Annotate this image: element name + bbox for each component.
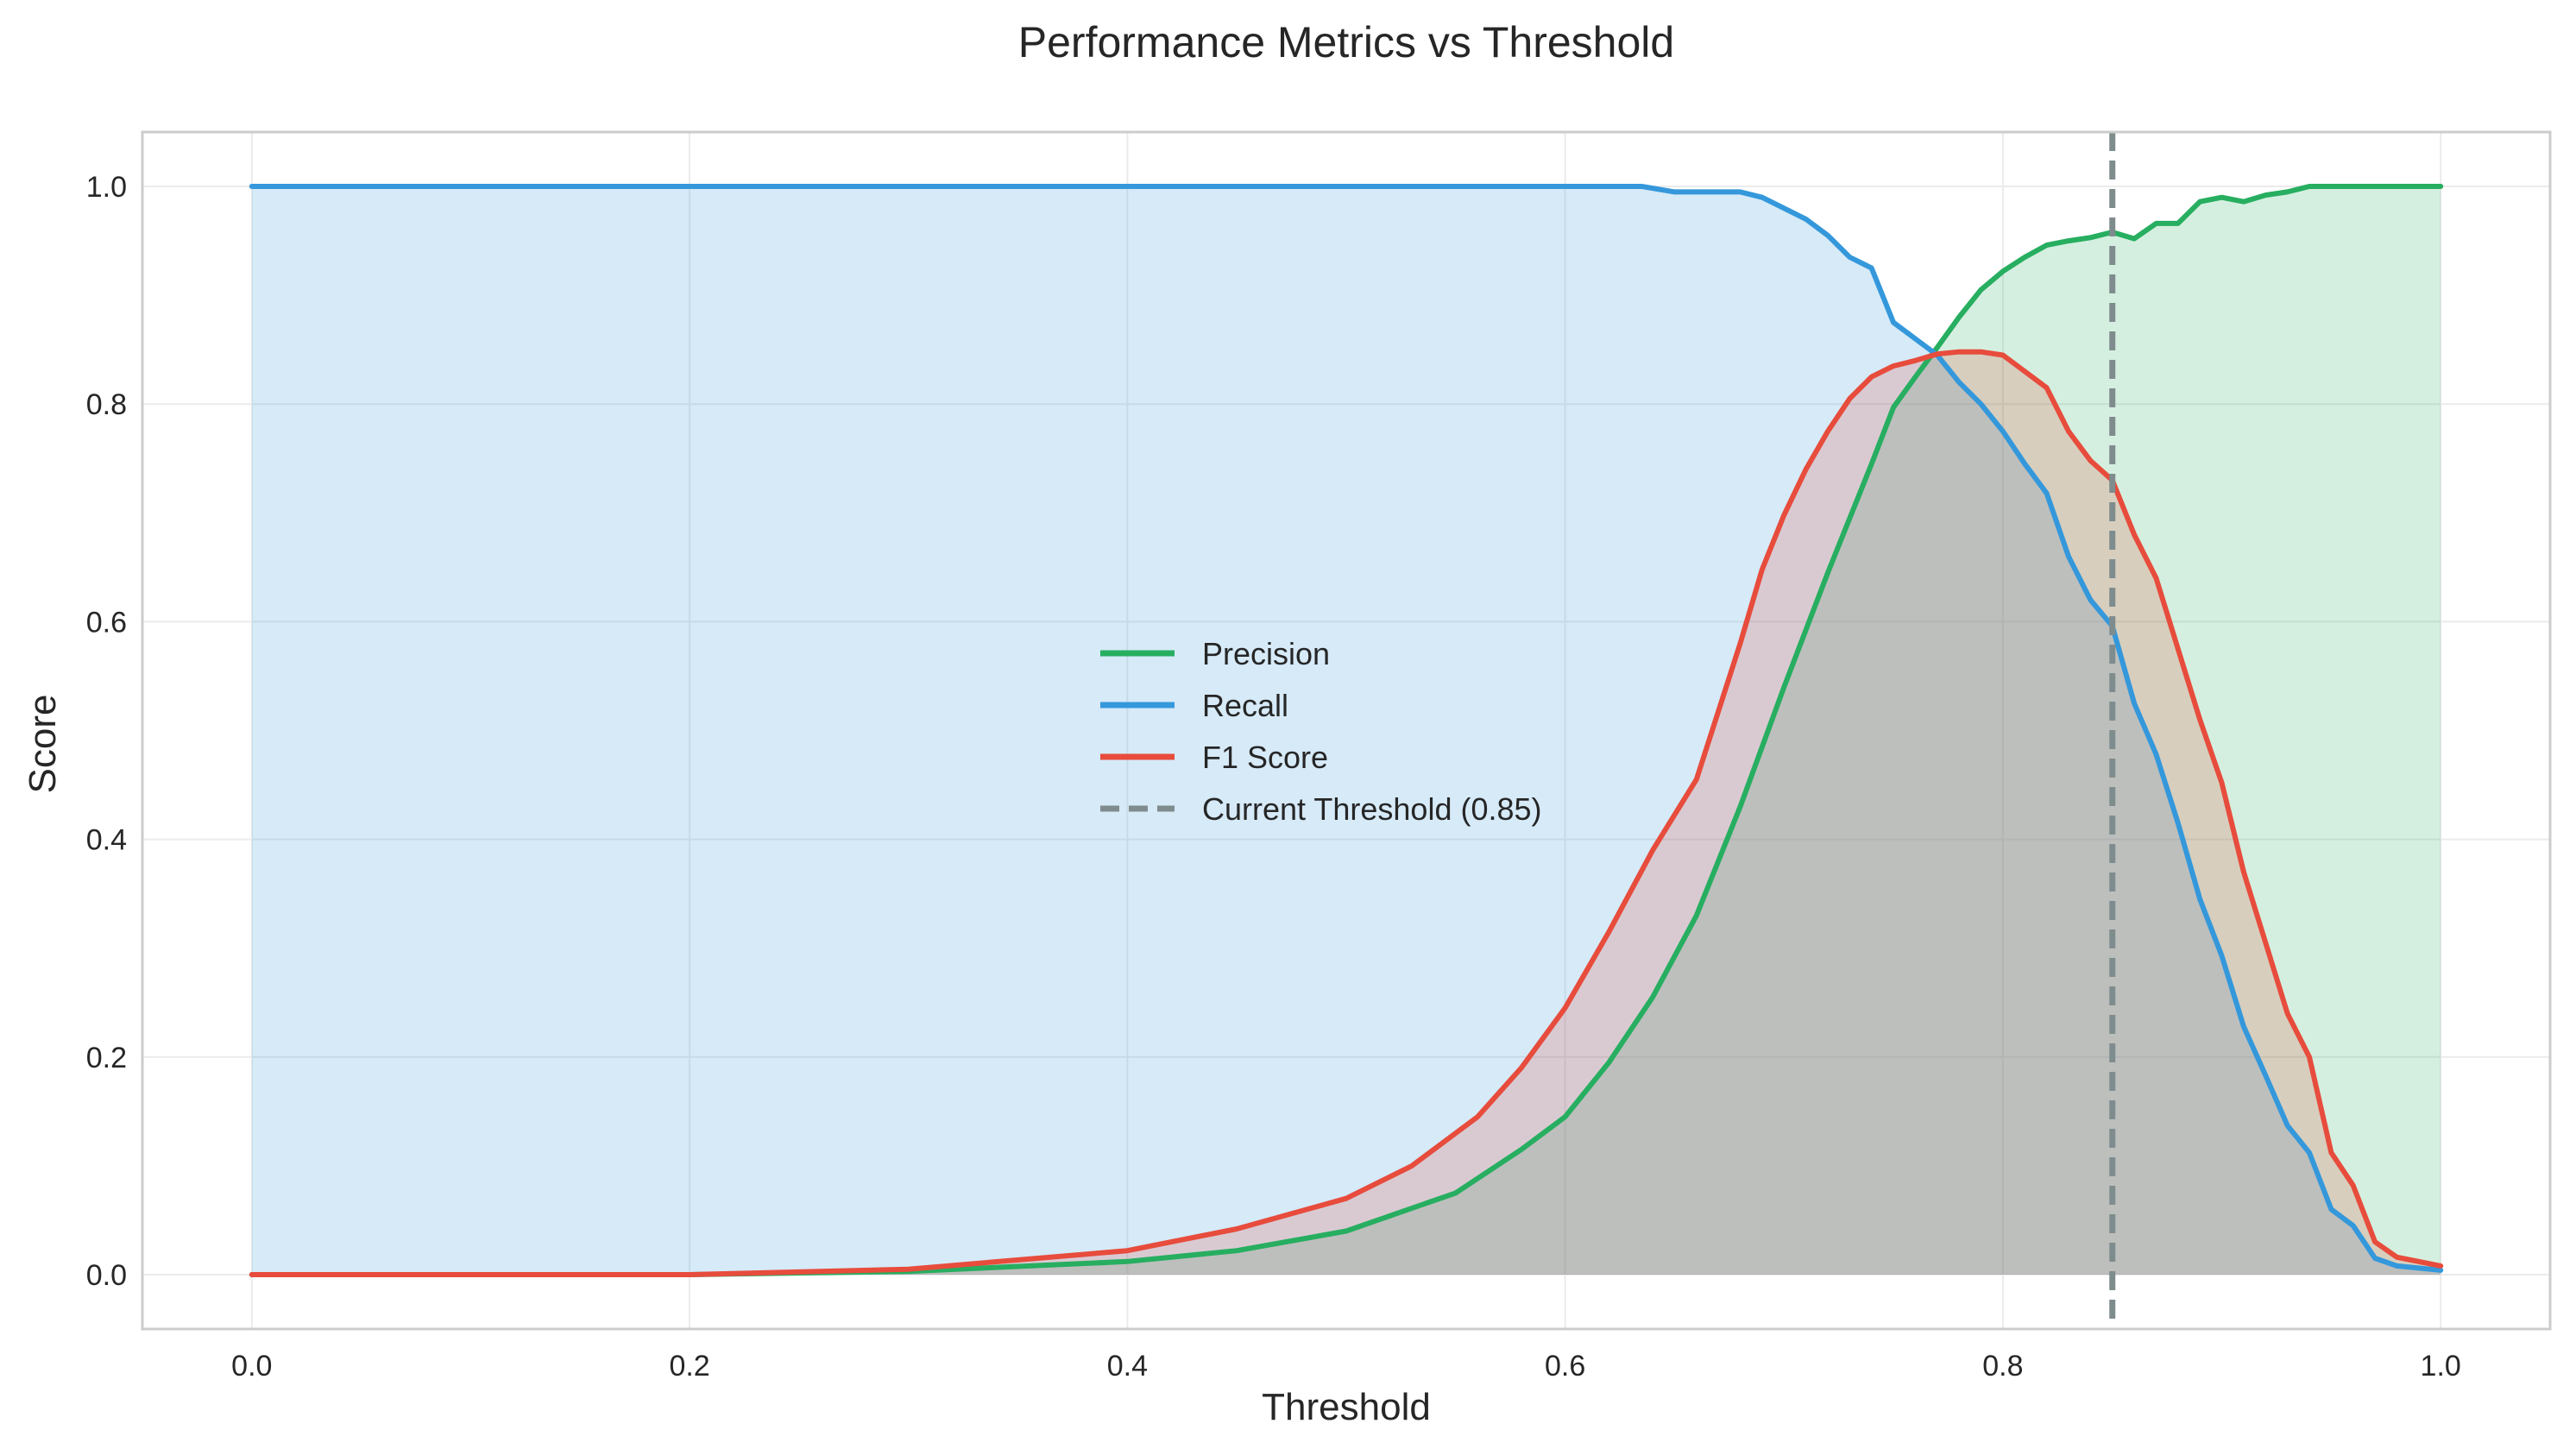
- chart-title: Performance Metrics vs Threshold: [1018, 18, 1674, 66]
- legend-item-current-threshold-0-85: Current Threshold (0.85): [1100, 791, 1542, 827]
- y-tick-label: 0.0: [86, 1259, 127, 1292]
- precision-area: [251, 186, 2441, 1275]
- legend-label: Current Threshold (0.85): [1202, 791, 1542, 827]
- legend-label: Precision: [1202, 636, 1330, 671]
- f1-score-area: [251, 351, 2441, 1275]
- legend-label: F1 Score: [1202, 740, 1328, 775]
- x-tick-label: 0.6: [1545, 1350, 1585, 1383]
- legend: Precision Recall F1 Score Current Threshold…: [1100, 636, 1542, 827]
- y-tick-label: 1.0: [86, 171, 127, 204]
- precision-line: [249, 184, 2444, 1277]
- x-axis-label: Threshold: [1262, 1386, 1431, 1428]
- recall-area: [251, 186, 2441, 1275]
- legend-item-precision: Precision: [1100, 636, 1330, 671]
- y-tick-label: 0.2: [86, 1042, 127, 1074]
- x-tick-label: 0.2: [669, 1350, 709, 1383]
- x-tick-label: 0.4: [1107, 1350, 1148, 1383]
- x-tick-label: 0.8: [1982, 1350, 2023, 1383]
- x-tick-label: 1.0: [2421, 1350, 2461, 1383]
- legend-label: Recall: [1202, 688, 1288, 723]
- grid: [142, 132, 2550, 1329]
- y-tick-label: 0.4: [86, 824, 127, 857]
- y-tick-label: 0.8: [86, 388, 127, 421]
- tick-labels: 0.0 0.2 0.4 0.6 0.8 1.0 0.0 0.2 0.4 0.6 0.8 1.0: [86, 171, 2461, 1383]
- recall-line: [249, 184, 2444, 1273]
- x-tick-label: 0.0: [231, 1350, 272, 1383]
- y-tick-label: 0.6: [86, 606, 127, 639]
- y-axis-label: Score: [22, 695, 64, 794]
- f1-score-line: [249, 349, 2444, 1277]
- series-lines: [249, 184, 2444, 1277]
- legend-item-f1-score: F1 Score: [1100, 740, 1328, 775]
- plot-frame: [141, 130, 2552, 1331]
- legend-item-recall: Recall: [1100, 688, 1288, 723]
- area-fills: [251, 186, 2441, 1275]
